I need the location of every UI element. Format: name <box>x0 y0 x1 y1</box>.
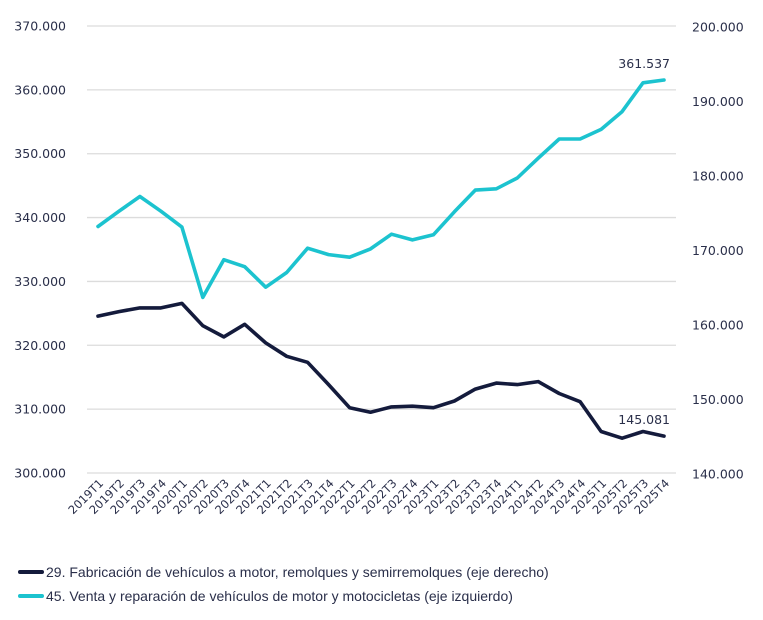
left-axis-ticks: 300.000 310.000 320.000 330.000 340.000 350.0… <box>14 19 66 481</box>
right-tick-label: 190.000 <box>692 94 744 109</box>
left-tick-label: 350.000 <box>14 146 66 161</box>
left-tick-label: 340.000 <box>14 210 66 225</box>
x-axis-ticks: 2019T12019T22019T32019T42020T12020T22020… <box>65 476 672 517</box>
left-tick-label: 300.000 <box>14 466 66 481</box>
end-label-fabricacion: 145.081 <box>618 412 670 427</box>
end-label-venta: 361.537 <box>618 56 670 71</box>
series-line-venta <box>96 78 666 300</box>
legend: 29. Fabricación de vehículos a motor, re… <box>18 560 549 608</box>
right-tick-label: 140.000 <box>692 467 744 482</box>
left-tick-label: 310.000 <box>14 402 66 417</box>
left-tick-label: 370.000 <box>14 19 66 34</box>
right-tick-label: 150.000 <box>692 392 744 407</box>
left-tick-label: 360.000 <box>14 82 66 97</box>
series-line-fabricacion <box>96 301 666 441</box>
gridlines <box>87 25 676 474</box>
line-chart: 300.000 310.000 320.000 330.000 340.000 350.0… <box>14 19 744 517</box>
legend-swatch-fabricacion <box>18 570 44 574</box>
right-tick-label: 180.000 <box>692 169 744 184</box>
right-tick-label: 170.000 <box>692 243 744 258</box>
series-lines <box>96 78 666 441</box>
right-tick-label: 160.000 <box>692 318 744 333</box>
legend-item-fabricacion: 29. Fabricación de vehículos a motor, re… <box>18 560 549 584</box>
legend-swatch-venta <box>18 594 44 598</box>
data-labels: 145.081 361.537 <box>618 56 670 427</box>
left-tick-label: 330.000 <box>14 274 66 289</box>
right-axis-ticks: 140.000 150.000 160.000 170.000 180.000 190.0… <box>692 20 744 482</box>
legend-label-venta: 45. Venta y reparación de vehículos de m… <box>46 588 513 604</box>
legend-item-venta: 45. Venta y reparación de vehículos de m… <box>18 584 549 608</box>
legend-label-fabricacion: 29. Fabricación de vehículos a motor, re… <box>46 564 549 580</box>
left-tick-label: 320.000 <box>14 338 66 353</box>
right-tick-label: 200.000 <box>692 20 744 35</box>
